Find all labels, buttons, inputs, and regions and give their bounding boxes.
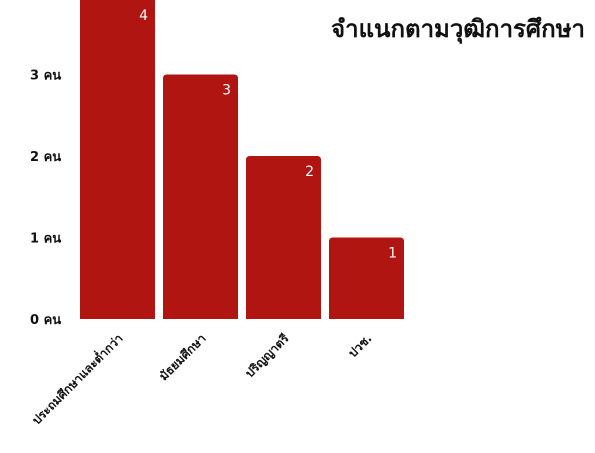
bars-layer (80, 0, 404, 319)
x-tick-label-1: ประถมศึกษาและต่ำกว่า (28, 330, 126, 428)
bar-3 (246, 156, 321, 319)
chart-title: จำแนกตามวุฒิการศึกษา (331, 15, 585, 45)
x-tick-label-2: มัธยมศึกษา (156, 331, 208, 383)
data-label-2: 3 (222, 83, 231, 99)
data-label-1: 4 (139, 8, 148, 24)
bar-4 (329, 237, 404, 319)
y-tick-label-3: 3 คน (30, 69, 61, 84)
bar-1 (80, 0, 155, 319)
data-labels-layer: 4 3 2 1 (139, 8, 397, 262)
y-tick-label-0: 0 คน (30, 313, 61, 328)
y-tick-label-2: 2 คน (30, 150, 61, 165)
bar-2 (163, 74, 238, 319)
x-tick-label-3: ปริญญาตรี (242, 331, 292, 381)
x-axis-ticks: ประถมศึกษาและต่ำกว่า มัธยมศึกษา ปริญญาตรี ป… (28, 330, 375, 428)
x-tick-label-4: ปวช. (346, 331, 375, 360)
data-label-3: 2 (305, 164, 314, 180)
y-tick-label-1: 1 คน (30, 232, 61, 247)
data-label-4: 1 (388, 246, 397, 262)
y-axis-ticks: 0 คน 1 คน 2 คน 3 คน (30, 69, 61, 329)
